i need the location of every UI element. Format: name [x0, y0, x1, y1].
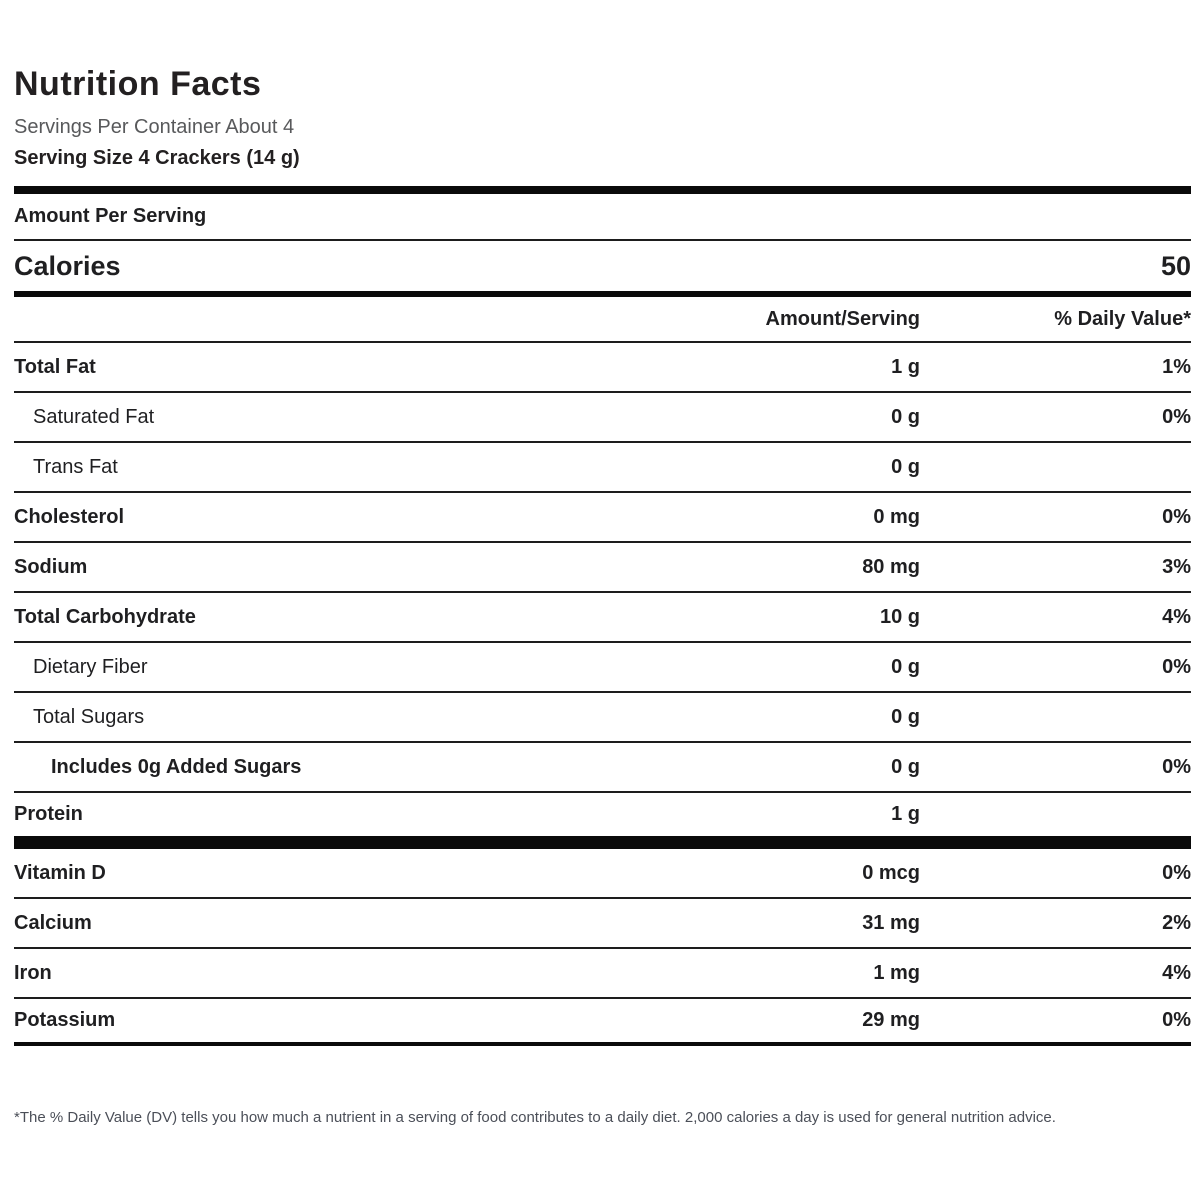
nutrient-amount: 80 mg	[862, 555, 920, 578]
nutrient-row-trans-fat: Trans Fat 0 g	[14, 443, 1191, 493]
nutrition-facts-label: Nutrition Facts Servings Per Container A…	[14, 0, 1191, 1127]
calories-row: Calories 50	[14, 241, 1191, 291]
nutrient-amount: 0 g	[891, 455, 920, 478]
nutrient-amount: 0 mg	[873, 505, 920, 528]
nutrient-daily-value: 4%	[1162, 961, 1191, 984]
column-header-daily-value: % Daily Value*	[1054, 307, 1191, 330]
amount-per-serving-row: Amount Per Serving	[14, 194, 1191, 241]
nutrient-rows-section: Total Fat 1 g 1% Saturated Fat 0 g 0% Tr…	[14, 343, 1191, 836]
nutrient-amount: 0 g	[891, 755, 920, 778]
nutrient-row-total-sugars: Total Sugars 0 g	[14, 693, 1191, 743]
nutrient-amount: 29 mg	[862, 1009, 920, 1031]
daily-value-footnote: *The % Daily Value (DV) tells you how mu…	[14, 1109, 1056, 1126]
serving-size: Serving Size 4 Crackers (14 g)	[14, 147, 300, 169]
nutrient-row-cholesterol: Cholesterol 0 mg 0%	[14, 493, 1191, 543]
thick-divider-calories	[14, 291, 1191, 297]
nutrient-label: Total Carbohydrate	[14, 605, 196, 628]
thick-divider-top	[14, 186, 1191, 194]
nutrient-label: Iron	[14, 961, 52, 984]
column-header-amount: Amount/Serving	[765, 307, 920, 330]
nutrient-amount: 0 mcg	[862, 861, 920, 884]
nutrient-daily-value: 0%	[1162, 861, 1191, 884]
micronutrient-rows-section: Vitamin D 0 mcg 0% Calcium 31 mg 2% Iron…	[14, 849, 1191, 1042]
column-header-row: Amount/Serving % Daily Value*	[14, 297, 1191, 343]
nutrient-row-saturated-fat: Saturated Fat 0 g 0%	[14, 393, 1191, 443]
nutrient-amount: 1 mg	[873, 961, 920, 984]
nutrient-amount: 0 g	[891, 655, 920, 678]
nutrient-row-protein: Protein 1 g	[14, 793, 1191, 836]
thick-divider-protein	[14, 836, 1191, 849]
nutrient-daily-value: 0%	[1162, 755, 1191, 778]
amount-per-serving-label: Amount Per Serving	[14, 205, 207, 227]
medium-divider-bottom	[14, 1042, 1191, 1046]
nutrient-amount: 1 g	[891, 803, 920, 825]
nutrient-row-total-fat: Total Fat 1 g 1%	[14, 343, 1191, 393]
nutrient-label: Sodium	[14, 555, 88, 578]
calories-label: Calories	[14, 250, 121, 281]
calories-value: 50	[1160, 250, 1191, 281]
nutrient-row-iron: Iron 1 mg 4%	[14, 949, 1191, 999]
page-title: Nutrition Facts	[14, 65, 262, 103]
nutrient-row-sodium: Sodium 80 mg 3%	[14, 543, 1191, 593]
nutrient-daily-value: 0%	[1162, 655, 1191, 678]
servings-per-container: Servings Per Container About 4	[14, 116, 295, 138]
nutrient-row-includes-0g-added-sugars: Includes 0g Added Sugars 0 g 0%	[14, 743, 1191, 793]
nutrient-amount: 31 mg	[862, 911, 920, 934]
nutrient-daily-value: 0%	[1162, 405, 1191, 428]
nutrient-label: Saturated Fat	[33, 405, 155, 428]
nutrient-row-total-carbohydrate: Total Carbohydrate 10 g 4%	[14, 593, 1191, 643]
nutrient-label: Cholesterol	[14, 505, 125, 528]
nutrient-label: Calcium	[14, 911, 92, 934]
nutrient-row-dietary-fiber: Dietary Fiber 0 g 0%	[14, 643, 1191, 693]
nutrient-label: Dietary Fiber	[33, 655, 148, 678]
nutrient-row-vitamin-d: Vitamin D 0 mcg 0%	[14, 849, 1191, 899]
nutrient-daily-value: 0%	[1162, 1009, 1191, 1031]
nutrient-amount: 0 g	[891, 705, 920, 728]
nutrient-label: Vitamin D	[14, 861, 106, 884]
nutrient-amount: 1 g	[891, 355, 920, 378]
nutrient-label: Potassium	[14, 1009, 116, 1031]
nutrient-label: Trans Fat	[33, 455, 118, 478]
nutrient-label: Total Fat	[14, 355, 96, 378]
nutrient-label: Protein	[14, 803, 83, 825]
nutrient-label: Total Sugars	[33, 705, 145, 728]
nutrient-amount: 0 g	[891, 405, 920, 428]
nutrient-amount: 10 g	[879, 605, 920, 628]
nutrient-row-potassium: Potassium 29 mg 0%	[14, 999, 1191, 1042]
nutrient-label: Includes 0g Added Sugars	[51, 755, 302, 778]
nutrient-row-calcium: Calcium 31 mg 2%	[14, 899, 1191, 949]
nutrient-daily-value: 0%	[1162, 505, 1191, 528]
nutrient-daily-value: 3%	[1162, 555, 1191, 578]
nutrient-daily-value: 2%	[1162, 911, 1191, 934]
nutrient-daily-value: 1%	[1162, 355, 1191, 378]
nutrient-daily-value: 4%	[1162, 605, 1191, 628]
